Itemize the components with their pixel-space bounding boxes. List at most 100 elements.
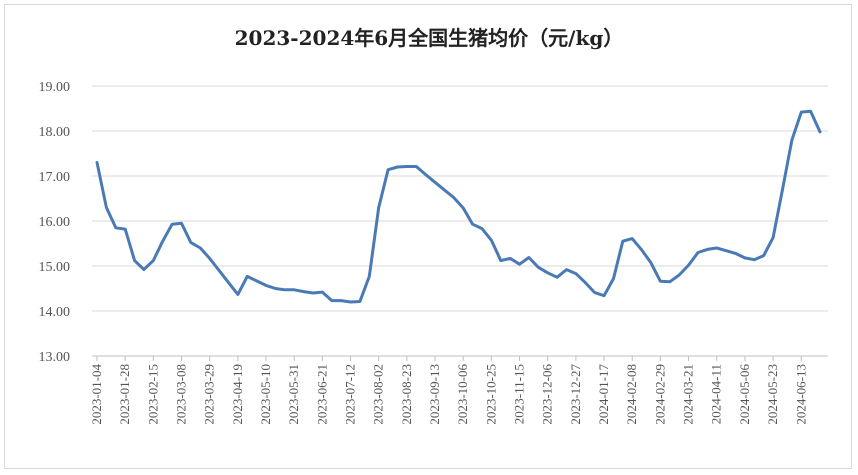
- data-point: [208, 257, 210, 259]
- data-point: [349, 301, 351, 303]
- data-point: [537, 266, 539, 268]
- gridlines: [92, 85, 828, 357]
- data-point: [678, 274, 680, 276]
- x-tick-label: 2023-09-13: [427, 364, 442, 425]
- data-point: [781, 188, 783, 190]
- data-point: [687, 264, 689, 266]
- data-point: [528, 256, 530, 258]
- x-tick-label: 2023-08-02: [371, 364, 386, 425]
- data-point: [490, 239, 492, 241]
- x-tick-label: 2023-08-23: [399, 364, 414, 425]
- data-point: [321, 291, 323, 293]
- data-point: [518, 263, 520, 265]
- y-tick-label: 14.00: [39, 305, 71, 320]
- x-axis: 2023-01-04 2023-01-28 2023-02-15 2023-03-08…: [89, 355, 828, 425]
- data-point: [378, 206, 380, 208]
- x-tick-label: 2023-01-04: [89, 364, 104, 425]
- data-point: [152, 259, 154, 261]
- y-tick-label: 15.00: [39, 260, 71, 275]
- data-point: [744, 257, 746, 259]
- x-tick-label: 2024-05-06: [737, 364, 752, 425]
- data-point: [359, 300, 361, 302]
- data-point: [659, 280, 661, 282]
- data-point: [631, 237, 633, 239]
- x-tick-label: 2024-02-08: [624, 364, 639, 425]
- x-tick-label: 2024-03-21: [681, 364, 696, 425]
- data-point: [190, 241, 192, 243]
- x-tick-label: 2024-06-13: [793, 364, 808, 425]
- data-point: [603, 295, 605, 297]
- data-point: [331, 299, 333, 301]
- data-point: [293, 289, 295, 291]
- data-point: [443, 189, 445, 191]
- data-point: [575, 272, 577, 274]
- x-tick-label: 2024-05-23: [765, 364, 780, 425]
- x-tick-label: 2023-05-10: [258, 364, 273, 425]
- data-point: [772, 236, 774, 238]
- data-point: [556, 276, 558, 278]
- data-point: [762, 254, 764, 256]
- data-point: [753, 259, 755, 261]
- y-tick-label: 19.00: [39, 80, 71, 95]
- data-point: [471, 223, 473, 225]
- data-point: [612, 277, 614, 279]
- data-point: [180, 222, 182, 224]
- x-tick-label: 2023-10-06: [455, 364, 470, 425]
- data-point: [340, 299, 342, 301]
- data-point: [237, 293, 239, 295]
- data-point: [800, 111, 802, 113]
- y-axis: 13.00 14.00 15.00 16.00 17.00 18.00 19.00: [39, 80, 71, 365]
- data-point: [162, 240, 164, 242]
- data-point: [622, 240, 624, 242]
- data-point: [547, 272, 549, 274]
- data-point: [246, 275, 248, 277]
- data-point: [218, 269, 220, 271]
- data-point: [406, 165, 408, 167]
- x-tick-label: 2023-11-15: [512, 364, 527, 424]
- x-tick-label: 2023-02-15: [145, 364, 160, 425]
- data-point: [650, 262, 652, 264]
- x-tick-label: 2023-05-31: [286, 364, 301, 425]
- data-point: [734, 252, 736, 254]
- data-point: [716, 247, 718, 249]
- data-point: [265, 284, 267, 286]
- data-point: [584, 281, 586, 283]
- data-point: [415, 165, 417, 167]
- data-point: [453, 196, 455, 198]
- y-tick-label: 16.00: [39, 215, 71, 230]
- data-point: [368, 275, 370, 277]
- data-point: [133, 259, 135, 261]
- data-point: [462, 207, 464, 209]
- data-point: [809, 110, 811, 112]
- data-point: [669, 281, 671, 283]
- data-point: [284, 289, 286, 291]
- x-tick-label: 2023-10-25: [483, 364, 498, 425]
- data-point: [481, 227, 483, 229]
- data-point: [500, 259, 502, 261]
- x-tick-label: 2023-12-27: [568, 364, 583, 425]
- data-point: [640, 249, 642, 251]
- y-tick-label: 18.00: [39, 125, 71, 140]
- x-tick-label: 2023-03-08: [174, 364, 189, 425]
- x-tick-label: 2023-01-28: [117, 364, 132, 425]
- y-tick-label: 17.00: [39, 170, 71, 185]
- price-line: [95, 109, 822, 304]
- data-point: [227, 281, 229, 283]
- chart-title: 2023-2024年6月全国生猪均价（元/kg）: [234, 26, 624, 50]
- data-point: [791, 139, 793, 141]
- data-point: [302, 290, 304, 292]
- data-point: [274, 287, 276, 289]
- data-point: [143, 268, 145, 270]
- data-point: [593, 291, 595, 293]
- x-tick-label: 2024-04-11: [709, 364, 724, 424]
- data-point: [396, 166, 398, 168]
- data-point: [565, 268, 567, 270]
- data-point: [171, 223, 173, 225]
- data-point: [124, 228, 126, 230]
- x-tick-label: 2023-07-12: [343, 364, 358, 425]
- data-point: [725, 250, 727, 252]
- plot-area: [95, 109, 822, 304]
- data-point: [387, 169, 389, 171]
- data-point: [312, 292, 314, 294]
